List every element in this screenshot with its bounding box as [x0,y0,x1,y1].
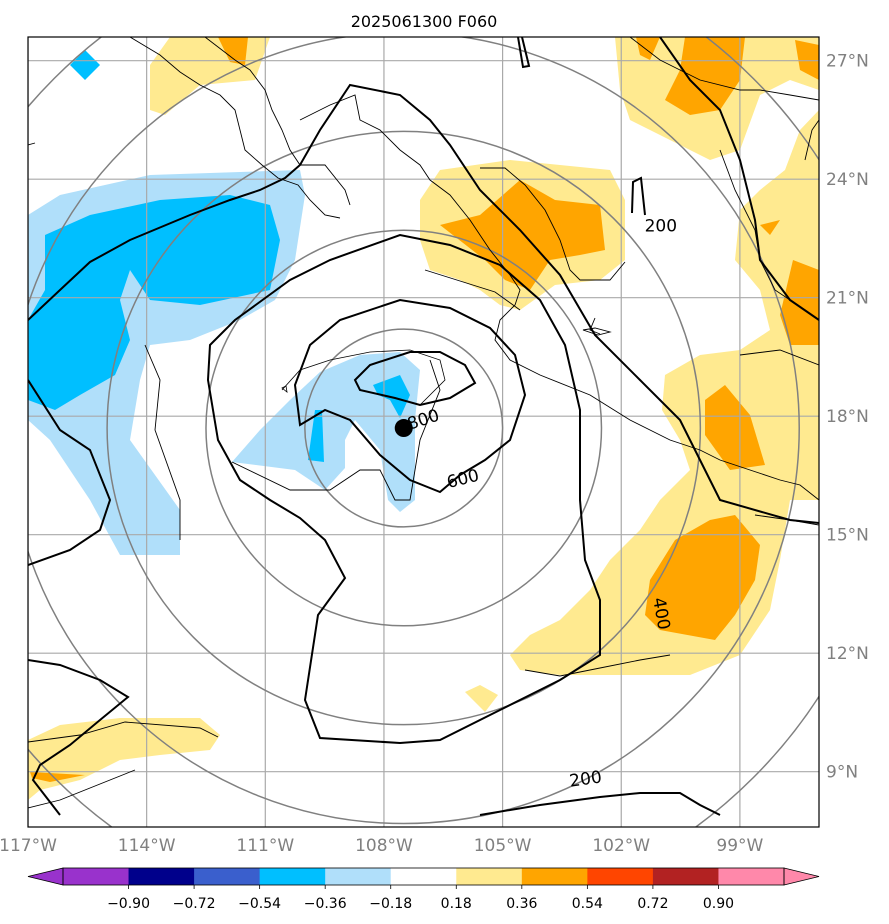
longitude-labels: 117°W 114°W 111°W 108°W 105°W 102°W 99°W [0,836,764,856]
colorbar-label-0: −0.90 [107,896,150,912]
colorbar-segment-0 [63,868,130,885]
lon-label-1: 114°W [118,836,176,856]
colorbar-label-1: −0.72 [173,896,216,912]
lon-label-0: 117°W [0,836,57,856]
range-ring-3 [28,37,800,825]
colorbar [27,867,820,886]
colorbar-segment-6 [456,868,523,885]
lon-label-3: 108°W [355,836,413,856]
colorbar-over-arrow [783,867,820,886]
colorbar-labels: −0.90 −0.72 −0.54 −0.36 −0.18 0.18 0.36 0.54 0.7… [107,885,734,912]
lat-label-3: 18°N [826,407,869,427]
colorbar-label-7: 0.54 [572,896,603,912]
contour-label-3: 200 [645,217,677,237]
colorbar-segment-3 [259,868,326,885]
colorbar-segment-1 [128,868,195,885]
colorbar-label-2: −0.54 [238,896,281,912]
colorbar-segment-5 [390,868,457,885]
lat-label-5: 24°N [826,170,869,190]
colorbar-segment-4 [325,868,392,885]
map-frame [27,36,820,828]
range-ring-1 [205,229,603,627]
lat-label-4: 21°N [826,289,869,309]
latitude-labels: 9°N 12°N 15°N 18°N 21°N 24°N 27°N [826,52,869,783]
lat-label-1: 12°N [826,644,869,664]
colorbar-label-3: −0.36 [304,896,347,912]
lon-label-4: 105°W [474,836,532,856]
figure-title: 2025061300 F060 [351,12,498,31]
colorbar-label-8: 0.72 [637,896,668,912]
lon-label-2: 111°W [236,836,294,856]
colorbar-label-6: 0.36 [506,896,537,912]
colorbar-label-9: 0.90 [703,896,734,912]
range-ring-0 [304,328,504,528]
lat-label-2: 15°N [826,526,869,546]
colorbar-under-arrow [27,867,64,886]
lon-label-5: 102°W [592,836,650,856]
lon-label-6: 99°W [716,836,763,856]
gridlines [28,37,819,827]
thin-contours [281,349,446,406]
colorbar-segment-9 [652,868,719,885]
contour-label-1: 600 [445,466,481,493]
lat-label-0: 9°N [826,763,858,783]
shade-orange [30,37,819,782]
colorbar-segment-2 [194,868,261,885]
range-ring-2 [106,130,702,726]
colorbar-frame [62,867,785,886]
storm-center-marker [394,419,413,438]
contours [28,37,819,816]
colorbar-segment-7 [521,868,588,885]
lat-label-6: 27°N [826,52,869,72]
colorbar-segment-8 [587,868,654,885]
colorbar-segment-10 [718,868,785,885]
colorbar-label-4: −0.18 [369,896,412,912]
contour-label-4: 200 [568,767,603,791]
colorbar-label-5: 0.18 [441,896,472,912]
